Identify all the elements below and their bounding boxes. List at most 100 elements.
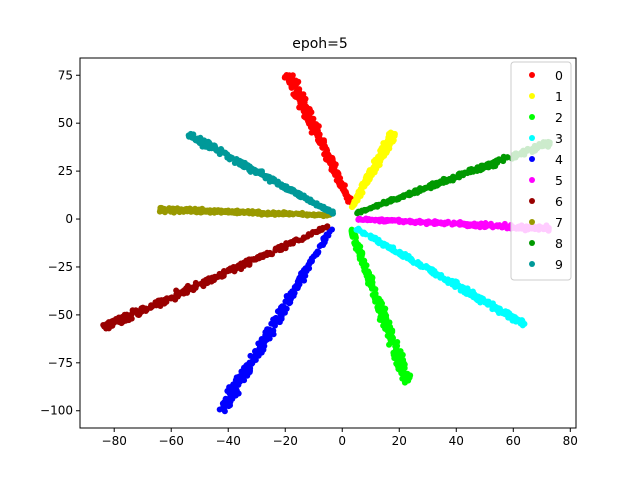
data-point xyxy=(233,386,240,393)
data-point xyxy=(398,368,405,375)
legend-marker xyxy=(529,240,535,246)
data-point xyxy=(370,234,377,241)
data-point xyxy=(299,209,306,216)
data-point xyxy=(233,379,240,385)
data-point xyxy=(277,304,284,311)
data-point xyxy=(450,219,457,226)
data-point xyxy=(368,216,375,223)
data-point xyxy=(517,319,524,326)
data-point xyxy=(430,182,437,189)
legend-label: 6 xyxy=(555,194,563,209)
data-point xyxy=(183,205,190,212)
data-point xyxy=(243,162,250,169)
data-point xyxy=(482,299,489,306)
legend-label: 0 xyxy=(555,68,563,83)
data-point xyxy=(423,262,430,269)
data-point xyxy=(416,261,423,268)
data-point xyxy=(200,281,207,288)
data-point xyxy=(281,74,288,81)
legend-label: 7 xyxy=(555,215,563,230)
legend-marker xyxy=(529,198,535,204)
data-point xyxy=(295,94,302,101)
data-point xyxy=(489,300,496,307)
data-point xyxy=(475,293,482,300)
data-point xyxy=(154,300,161,307)
x-tick-label: 0 xyxy=(338,434,346,448)
data-point xyxy=(375,306,382,313)
series-9 xyxy=(185,130,337,217)
data-point xyxy=(255,169,262,176)
x-tick-label: −60 xyxy=(159,434,184,448)
data-point xyxy=(229,266,236,273)
data-point xyxy=(261,342,268,349)
legend-label: 2 xyxy=(555,110,563,125)
data-point xyxy=(212,274,219,281)
y-tick-label: 75 xyxy=(58,68,73,82)
data-point xyxy=(310,200,317,207)
data-point xyxy=(289,211,296,218)
data-point xyxy=(233,158,240,165)
data-point xyxy=(247,168,254,175)
data-point xyxy=(357,209,364,216)
data-point xyxy=(489,306,496,313)
data-point xyxy=(493,157,500,164)
legend-marker xyxy=(529,114,535,120)
data-point xyxy=(257,252,264,259)
data-point xyxy=(345,198,352,205)
data-point xyxy=(238,160,245,167)
data-point xyxy=(189,284,196,291)
data-point xyxy=(458,220,465,227)
data-point xyxy=(244,372,251,379)
legend-marker xyxy=(529,93,535,99)
data-point xyxy=(341,188,348,195)
data-point xyxy=(306,261,313,267)
data-point xyxy=(484,163,491,170)
data-point xyxy=(446,176,453,183)
chart-title: epoh=5 xyxy=(292,36,348,52)
series-7 xyxy=(156,204,333,220)
data-point xyxy=(219,271,226,278)
data-point xyxy=(314,248,321,255)
legend-box xyxy=(510,61,572,281)
data-point xyxy=(323,224,330,231)
data-point xyxy=(247,360,254,367)
data-point xyxy=(440,275,447,282)
y-tick-label: −75 xyxy=(48,356,73,370)
data-point xyxy=(387,331,394,338)
y-axis: 75 50 25 0 −25 −50 −75 −100 xyxy=(40,68,80,418)
data-point xyxy=(116,316,123,323)
data-point xyxy=(278,243,285,250)
y-tick-label: 50 xyxy=(58,116,73,130)
data-point xyxy=(297,194,304,201)
data-point xyxy=(387,244,394,251)
data-point xyxy=(381,312,388,319)
data-point xyxy=(272,211,279,218)
data-point xyxy=(349,232,356,239)
data-point xyxy=(128,315,135,322)
data-point xyxy=(246,261,253,268)
data-point xyxy=(389,217,396,224)
legend-label: 1 xyxy=(555,89,563,104)
data-point xyxy=(302,195,309,202)
legend-label: 5 xyxy=(555,173,563,188)
legend-label: 8 xyxy=(555,236,563,251)
data-point xyxy=(396,194,403,201)
data-point xyxy=(279,210,286,217)
data-point xyxy=(308,231,315,238)
data-point xyxy=(365,273,372,280)
series-1 xyxy=(348,129,398,210)
data-point xyxy=(389,337,396,344)
data-point xyxy=(198,138,205,145)
series-0 xyxy=(281,72,355,206)
data-point xyxy=(159,207,166,214)
x-tick-label: −20 xyxy=(273,434,298,448)
data-point xyxy=(283,240,290,247)
data-point xyxy=(405,191,412,198)
y-tick-label: −50 xyxy=(48,308,73,322)
data-point xyxy=(434,219,441,226)
data-point xyxy=(174,289,181,296)
data-point xyxy=(275,181,282,188)
data-point xyxy=(289,288,296,295)
data-point xyxy=(325,208,332,215)
data-point xyxy=(330,158,337,165)
